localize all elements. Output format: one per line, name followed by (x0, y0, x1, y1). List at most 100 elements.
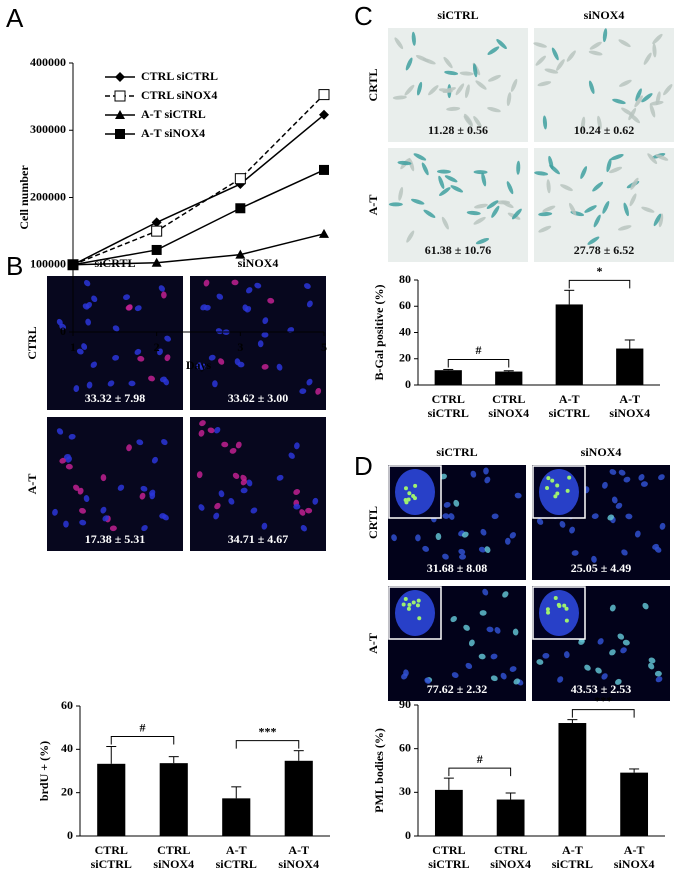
cell (502, 591, 509, 598)
x-tick-label: siCTRL (91, 857, 132, 871)
row-label: A-T (366, 195, 380, 216)
cell (569, 526, 575, 534)
cell (126, 304, 133, 311)
y-tick-label: 30 (399, 784, 411, 798)
cell (446, 106, 461, 111)
cell (607, 514, 615, 521)
cell (164, 335, 171, 342)
pml-body (403, 596, 408, 601)
cell (559, 520, 566, 528)
cell (638, 474, 645, 481)
cell (473, 116, 482, 128)
cell (300, 525, 307, 532)
cell (203, 279, 210, 287)
bar (495, 371, 523, 385)
cell (455, 83, 465, 96)
cell (112, 354, 120, 361)
pml-body (567, 475, 572, 480)
cell (90, 361, 98, 368)
cell (137, 355, 145, 362)
marker (68, 259, 78, 270)
cell (551, 47, 559, 61)
cell (652, 33, 663, 45)
cell (293, 489, 301, 495)
cell (615, 502, 623, 509)
x-tick-label: siCTRL (549, 406, 590, 420)
cell (629, 113, 641, 124)
cell (629, 193, 637, 207)
legend-label: A-T siNOX4 (141, 126, 205, 140)
cell (438, 88, 453, 93)
caption: 17.38 ± 5.31 (85, 532, 146, 546)
cell (630, 177, 639, 190)
marker (115, 129, 125, 139)
cell (228, 498, 235, 505)
panel-letter: C (354, 1, 373, 31)
cell (134, 348, 142, 355)
cell (566, 50, 576, 62)
cell (536, 518, 544, 525)
significance-label: # (476, 343, 482, 357)
y-tick-label: 60 (399, 298, 411, 312)
y-axis-label: brdU + (%) (37, 741, 51, 801)
cell (215, 328, 223, 335)
pml-body (545, 607, 550, 612)
marker (115, 72, 125, 82)
pml-body (412, 496, 417, 501)
cell (91, 295, 98, 303)
cell (306, 300, 313, 308)
marker (235, 203, 246, 214)
cell (411, 198, 425, 205)
cell (257, 340, 264, 348)
cell (442, 553, 449, 560)
pml-body (546, 610, 551, 615)
cell (509, 532, 516, 539)
cell (117, 484, 125, 491)
caption: 34.71 ± 4.67 (228, 532, 289, 546)
cell (640, 481, 648, 487)
pml-body (564, 618, 569, 623)
bar (496, 799, 525, 836)
x-tick-label: A-T (288, 843, 309, 857)
cell (610, 154, 624, 161)
cell (464, 84, 470, 99)
cell (516, 160, 521, 175)
cell (450, 185, 464, 193)
cell (246, 479, 253, 487)
cell (218, 358, 225, 365)
cell (587, 236, 600, 245)
pml-body (545, 486, 550, 491)
y-tick-label: 60 (399, 740, 411, 754)
significance-label: * (597, 264, 603, 278)
row-label: CRTL (366, 69, 380, 102)
pml-body (550, 478, 555, 483)
column-label: siNOX4 (238, 256, 279, 270)
significance-label: # (140, 720, 146, 734)
cell (453, 499, 460, 507)
cell (641, 93, 653, 103)
cell (237, 361, 245, 368)
bar (616, 348, 644, 385)
cell (648, 657, 656, 664)
cell (443, 501, 451, 508)
cell (464, 113, 473, 126)
caption: 43.53 ± 2.53 (571, 682, 632, 696)
legend-label: A-T siCTRL (141, 107, 206, 121)
cell (306, 378, 313, 386)
cell (245, 287, 253, 294)
cell (459, 71, 474, 76)
x-tick-label: siNOX4 (153, 857, 194, 871)
cell (441, 216, 449, 230)
cell (415, 534, 421, 542)
cell (580, 116, 586, 131)
x-tick-label: siNOX4 (614, 857, 655, 871)
x-tick-label: A-T (624, 843, 645, 857)
cell (584, 205, 597, 213)
y-tick-label: 40 (399, 324, 411, 338)
x-tick-label: siCTRL (552, 857, 593, 871)
cell (470, 470, 477, 478)
cell (536, 659, 544, 665)
cell (479, 610, 487, 616)
y-tick-label: 80 (399, 272, 411, 286)
cell (141, 524, 148, 532)
